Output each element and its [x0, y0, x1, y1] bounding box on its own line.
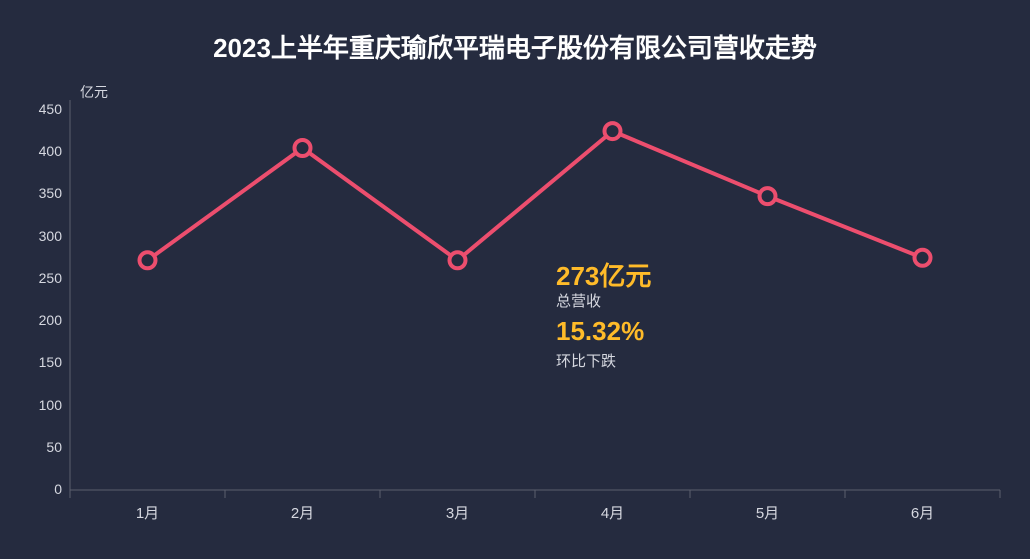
y-tick-label: 300 — [22, 228, 62, 244]
y-tick-label: 150 — [22, 354, 62, 370]
stat-value-2: 15.32% — [556, 316, 644, 347]
stat-label-1: 总营收 — [556, 290, 601, 311]
line-chart-svg — [0, 0, 1030, 559]
y-tick-label: 200 — [22, 312, 62, 328]
x-tick-label: 5月 — [756, 502, 779, 523]
y-tick-label: 450 — [22, 101, 62, 117]
x-tick-label: 2月 — [291, 502, 314, 523]
y-axis-unit: 亿元 — [80, 82, 108, 102]
chart-container: 2023上半年重庆瑜欣平瑞电子股份有限公司营收走势 05010015020025… — [0, 0, 1030, 559]
y-tick-label: 250 — [22, 270, 62, 286]
y-tick-label: 350 — [22, 185, 62, 201]
x-tick-label: 6月 — [911, 502, 934, 523]
y-tick-label: 400 — [22, 143, 62, 159]
stat-value-1: 273亿元 — [556, 256, 651, 293]
y-tick-label: 100 — [22, 397, 62, 413]
y-tick-label: 0 — [22, 481, 62, 497]
x-tick-label: 1月 — [136, 502, 159, 523]
y-tick-label: 50 — [22, 439, 62, 455]
x-tick-label: 4月 — [601, 502, 624, 523]
stat-label-2: 环比下跌 — [556, 350, 616, 371]
x-tick-label: 3月 — [446, 502, 469, 523]
